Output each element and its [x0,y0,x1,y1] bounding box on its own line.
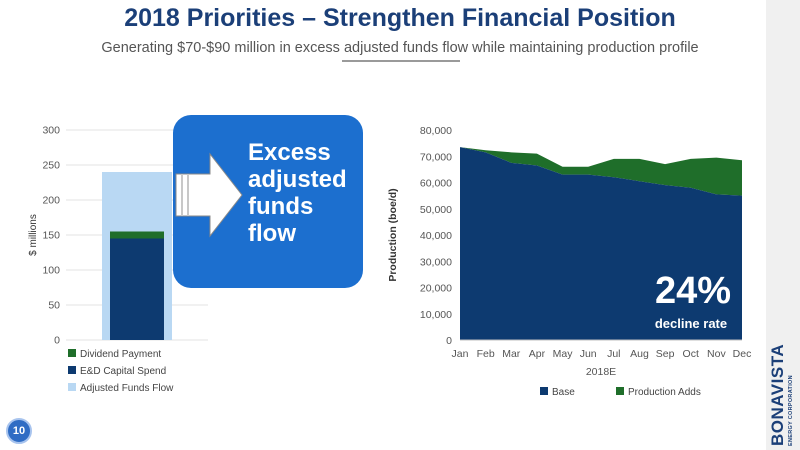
x-tick-label: Jun [580,348,597,360]
company-logo: BONAVISTA ENERGY CORPORATION [768,343,798,446]
x-tick-label: Apr [529,348,546,360]
y-tick-label: 30,000 [420,256,452,268]
legend-swatch [68,366,76,374]
left-bar-chart: 0 50 100 150 200 250 300 $ millions Dividend Pay… [28,125,208,394]
bar-ed-capital-spend [110,238,164,340]
y-tick-label: 300 [42,125,60,137]
y-tick-label: 50 [48,300,60,312]
slide-subtitle: Generating $70-$90 million in excess adj… [101,40,699,56]
y-tick-label: 70,000 [420,151,452,163]
y-tick-label: 20,000 [420,283,452,295]
right-arrow-icon [175,152,243,238]
x-tick-label: Sep [656,348,675,360]
y-tick-label: 60,000 [420,178,452,190]
x-tick-label: Feb [477,348,495,360]
y-axis-label: Production (boe/d) [387,188,399,281]
legend-swatch [68,349,76,357]
x-tick-label: Oct [683,348,699,360]
y-tick-label: 0 [446,335,452,347]
subtitle-underline [342,60,460,62]
x-tick-label: Mar [502,348,521,360]
decline-label: decline rate [654,316,728,331]
y-tick-label: 40,000 [420,230,452,242]
callout-line: adjusted [248,165,347,193]
area-production-adds [460,147,742,196]
legend-label: Adjusted Funds Flow [80,383,174,394]
right-area-chart: 0 10,000 20,000 30,000 40,000 50,000 60,000 70,… [387,125,752,398]
logo-subtitle: ENERGY CORPORATION [788,375,794,446]
bar-dividend-payment [110,231,164,239]
y-tick-label: 200 [42,195,60,207]
y-tick-label: 80,000 [420,125,452,137]
x-axis-label: 2018E [586,366,616,378]
right-side-strip [766,0,800,450]
y-tick-label: 150 [42,230,60,242]
decline-percentage: 24% [654,270,732,312]
callout-line: flow [248,219,296,247]
y-tick-label: 0 [54,335,60,347]
x-tick-label: May [553,348,574,360]
legend-label: E&D Capital Spend [80,366,166,377]
logo-wordmark: BONAVISTA [768,343,787,446]
x-tick-label: Dec [733,348,752,360]
slide-title: 2018 Priorities – Strengthen Financial P… [124,4,676,32]
y-axis-label: $ millions [28,214,39,256]
legend-swatch [616,387,624,395]
callout-line: Excess [248,139,331,166]
x-tick-label: Aug [630,348,649,360]
y-tick-label: 100 [42,265,60,277]
y-tick-label: 50,000 [420,204,452,216]
legend-swatch [540,387,548,395]
area-base [460,147,742,340]
y-tick-label: 250 [42,160,60,172]
y-tick-label: 10,000 [420,309,452,321]
callout-text: Excess adjusted funds flow [248,139,358,248]
legend-label: Dividend Payment [80,349,161,360]
page-number-badge: 10 [6,418,32,444]
legend-label: Production Adds [628,387,701,398]
legend-swatch [68,383,76,391]
x-tick-label: Jul [607,348,620,360]
callout-line: funds [248,192,314,220]
x-tick-label: Nov [707,348,726,360]
x-tick-label: Jan [452,348,469,360]
legend-label: Base [552,387,575,398]
